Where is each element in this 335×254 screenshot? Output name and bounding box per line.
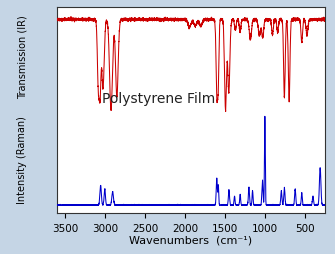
Text: Polystyrene Film: Polystyrene Film xyxy=(102,91,215,105)
Text: Intensity (Raman): Intensity (Raman) xyxy=(17,116,27,204)
X-axis label: Wavenumbers  (cm⁻¹): Wavenumbers (cm⁻¹) xyxy=(129,234,253,244)
Text: Transmission (IR): Transmission (IR) xyxy=(17,15,27,99)
